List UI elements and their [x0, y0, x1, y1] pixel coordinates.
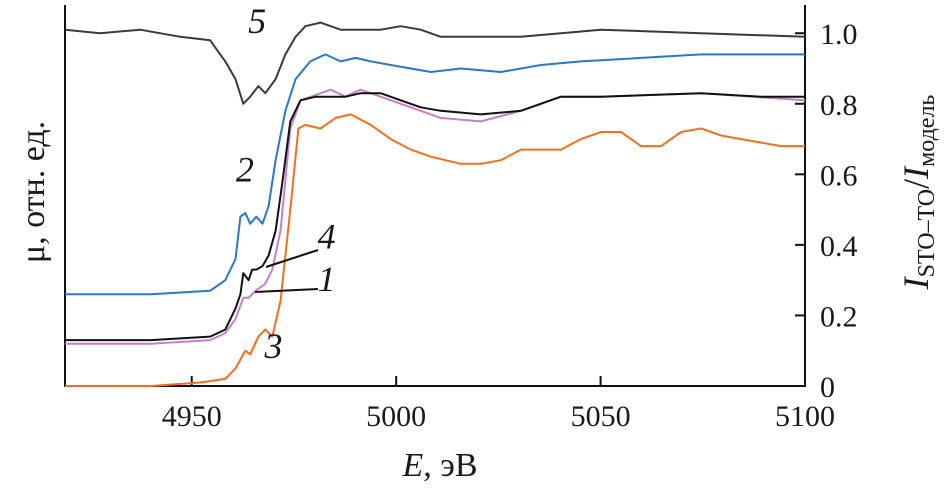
series-labels: 5 2 14 3 — [236, 1, 336, 366]
curve-2 — [65, 53, 805, 296]
x-tick-label: 5000 — [366, 400, 426, 433]
y-tick-label: 0.6 — [820, 159, 858, 192]
leader-line-1 — [254, 288, 319, 293]
curve-5 — [64, 21, 806, 105]
y-tick-label: 0.4 — [820, 230, 858, 263]
y-tick-label: 0.8 — [820, 89, 858, 122]
x-axis-label: E, эВ — [401, 447, 477, 484]
y-axis-left-label: μ, отн. ед. — [15, 121, 52, 263]
y-tick-label: 1.0 — [820, 18, 858, 51]
curve-3 — [65, 113, 805, 387]
series-label-5: 5 — [248, 1, 266, 41]
series-label-3: 3 — [264, 326, 283, 366]
x-tick-label: 4950 — [162, 400, 222, 433]
series-label-4: 4 — [318, 216, 336, 256]
y-axis-right-label: ISTO–TO/Iмодель — [896, 95, 940, 291]
x-tick-label: 5100 — [775, 400, 835, 433]
curve-4 — [65, 92, 805, 342]
leader-line-4 — [265, 249, 319, 268]
y-tick-label: 0.2 — [820, 300, 858, 333]
y-tick-label: 0 — [820, 371, 835, 404]
curve-1 — [65, 88, 806, 345]
series-label-2: 2 — [236, 149, 254, 189]
series-label-1: 1 — [318, 259, 336, 299]
curves — [64, 21, 806, 387]
x-tick-label: 5050 — [571, 400, 631, 433]
